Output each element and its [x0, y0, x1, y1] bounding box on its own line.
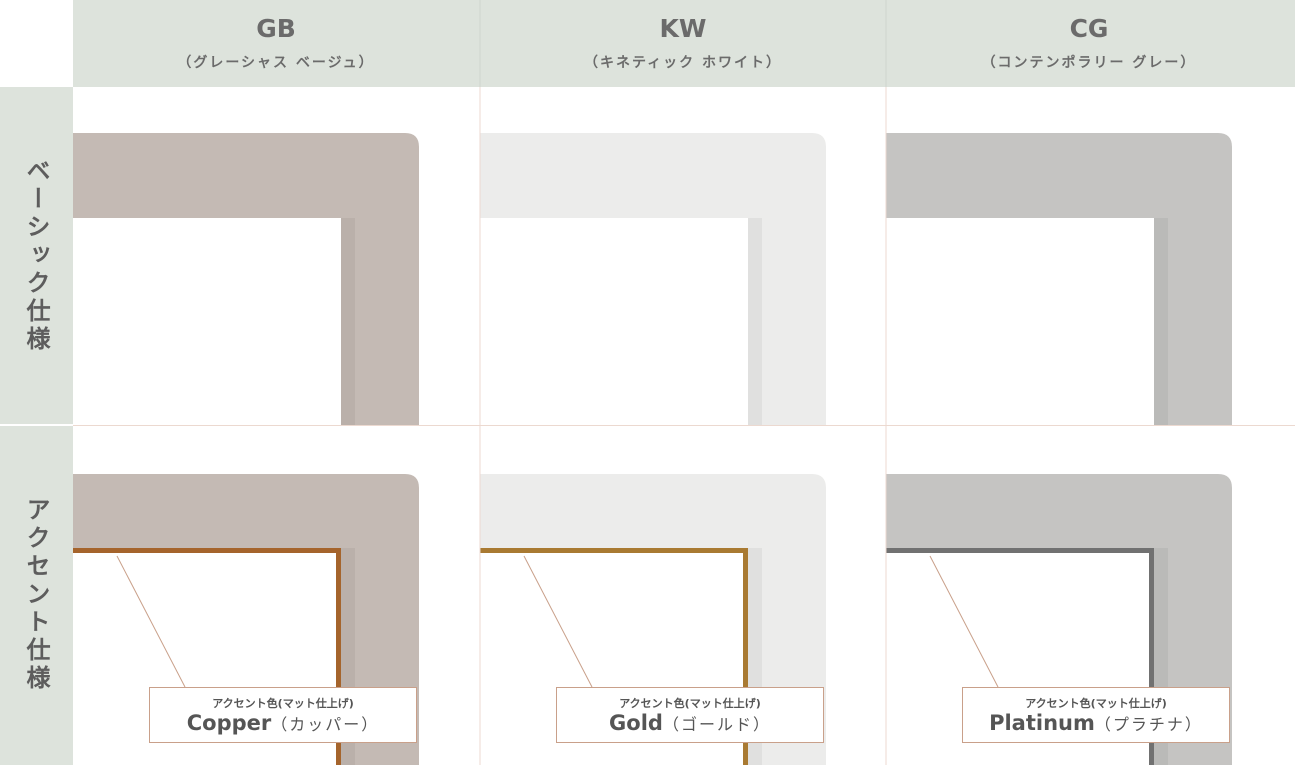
- row-label: アクセント仕様: [22, 497, 50, 693]
- row-label: ベーシック仕様: [22, 158, 50, 354]
- column-code: GB: [256, 14, 296, 43]
- accent-kana: （ゴールド）: [662, 715, 771, 734]
- leader-line: [929, 555, 999, 688]
- accent-caption: アクセント色(マット仕上げ): [1025, 697, 1167, 710]
- accent-caption: アクセント色(マット仕上げ): [619, 697, 761, 710]
- accent-name-line: Copper（カッパー）: [150, 711, 416, 735]
- frame-shade: [341, 218, 355, 425]
- leader-line: [116, 555, 186, 688]
- frame-shade: [1154, 218, 1168, 425]
- accent-name-line: Platinum（プラチナ）: [963, 711, 1229, 735]
- header-band: [73, 0, 1295, 87]
- accent-caption: アクセント色(マット仕上げ): [212, 697, 354, 710]
- accent-label-box: アクセント色(マット仕上げ) Platinum（プラチナ）: [962, 687, 1230, 743]
- accent-kana: （プラチナ）: [1094, 715, 1203, 734]
- column-name: （グレーシャス ベージュ）: [177, 55, 375, 71]
- frame: [886, 133, 1232, 425]
- accent-label-box: アクセント色(マット仕上げ) Copper（カッパー）: [149, 687, 417, 743]
- frame: [480, 133, 826, 425]
- frame: [73, 474, 419, 765]
- accent-name-line: Gold（ゴールド）: [557, 711, 823, 735]
- row-head-band: [0, 87, 73, 424]
- accent-name: Platinum: [989, 711, 1095, 735]
- accent-kana: （カッパー）: [271, 715, 380, 734]
- accent-name: Copper: [186, 711, 272, 735]
- frame: [886, 474, 1232, 765]
- accent-label-box: アクセント色(マット仕上げ) Gold（ゴールド）: [556, 687, 824, 743]
- column-name: （キネティック ホワイト）: [583, 55, 783, 71]
- column-name: （コンテンポラリー グレー）: [981, 55, 1197, 71]
- leader-line: [523, 555, 593, 688]
- column-code: CG: [1069, 14, 1109, 43]
- column-code: KW: [659, 14, 707, 43]
- frame-shade: [748, 218, 762, 425]
- frame: [73, 133, 419, 425]
- accent-name: Gold: [609, 711, 663, 735]
- frame: [480, 474, 826, 765]
- row-head-band: [0, 426, 73, 765]
